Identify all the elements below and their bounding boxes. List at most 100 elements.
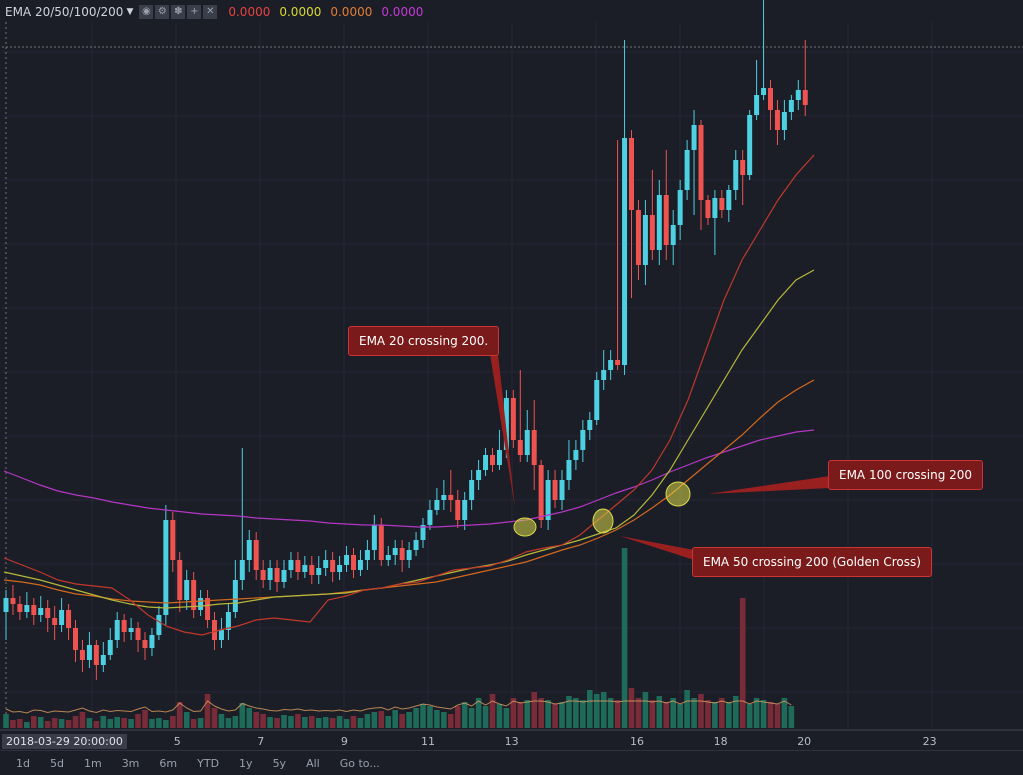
x-tick-label: 23: [923, 735, 937, 748]
period-1d[interactable]: 1d: [16, 756, 30, 770]
volume-bar: [635, 698, 642, 728]
candle-body: [31, 605, 37, 615]
volume-bar: [600, 692, 607, 728]
eye-icon[interactable]: ◉: [139, 5, 154, 19]
volume-bar: [517, 702, 524, 728]
volume-bar: [531, 692, 537, 728]
ema200-value: 0.0000: [381, 5, 424, 19]
candle-body: [441, 495, 447, 500]
period-all[interactable]: All: [306, 756, 320, 770]
volume-bar: [274, 718, 280, 728]
volume-bar: [309, 716, 315, 728]
candle-body: [149, 635, 155, 648]
volume-bar: [788, 706, 795, 728]
format-icon[interactable]: ✽: [171, 5, 186, 19]
chevron-down-icon[interactable]: ▼: [126, 7, 134, 17]
volume-bar: [107, 719, 114, 728]
period-3m[interactable]: 3m: [121, 756, 140, 770]
volume-bar: [357, 718, 364, 728]
callout-pointer: [620, 536, 694, 560]
period-1y[interactable]: 1y: [239, 756, 253, 770]
candle-body: [712, 198, 718, 218]
volume-bar: [170, 716, 176, 728]
volume-bar: [684, 690, 690, 728]
volume-bar: [3, 714, 9, 728]
volume-bar: [434, 710, 440, 728]
volume-bar: [538, 698, 544, 728]
candle-body: [107, 640, 113, 655]
crossing-highlight: [592, 508, 614, 534]
candle-body: [114, 620, 120, 640]
gear-icon[interactable]: ⚙: [155, 5, 170, 19]
candle-body: [385, 555, 391, 560]
volume-bar: [197, 718, 204, 728]
volume-bar: [399, 714, 405, 728]
volume-bar: [468, 708, 475, 728]
period-5d[interactable]: 5d: [49, 756, 64, 770]
candle-body: [781, 112, 787, 130]
volume-bar: [705, 700, 711, 728]
volume-bar: [17, 719, 23, 728]
candle-body: [232, 580, 238, 612]
candle-body: [351, 555, 356, 570]
candle-body: [691, 125, 697, 150]
volume-bar: [364, 714, 371, 728]
goto-date-button[interactable]: Go to...: [339, 756, 380, 770]
candle-body: [38, 608, 44, 615]
ema50-line: [3, 269, 815, 609]
period-ytd[interactable]: YTD: [197, 756, 220, 770]
volume-bar: [93, 721, 100, 728]
volume-bar: [774, 704, 781, 728]
candle-body: [10, 598, 16, 604]
volume-bar: [322, 717, 329, 728]
ema100-value: 0.0000: [330, 5, 373, 19]
volume-bar: [183, 712, 190, 728]
candle-body: [490, 455, 495, 465]
volume-bar: [44, 721, 51, 728]
candle-body: [726, 190, 732, 210]
candle-body: [476, 470, 482, 480]
ema200-line: [3, 429, 815, 528]
volume-bar: [628, 688, 635, 728]
candle-body: [559, 480, 565, 500]
candle-body: [371, 525, 377, 550]
candle-body: [184, 580, 190, 600]
period-5y[interactable]: 5y: [272, 756, 287, 770]
volume-ma-line: [5, 700, 792, 714]
candle-body: [198, 598, 204, 610]
volume-bar: [677, 704, 683, 728]
candle-body: [135, 628, 141, 640]
candle-body: [788, 100, 794, 112]
volume-bar: [427, 706, 433, 728]
volume-bar: [302, 717, 308, 728]
candle-body: [378, 525, 384, 560]
callout-pointer: [490, 354, 515, 508]
period-6m[interactable]: 6m: [159, 756, 178, 770]
period-1m[interactable]: 1m: [83, 756, 102, 770]
study-label[interactable]: EMA 20/50/100/200: [5, 5, 124, 19]
volume-bar: [79, 712, 86, 728]
volume-bar: [691, 698, 697, 728]
candle-body: [656, 195, 662, 250]
plus-icon[interactable]: +: [187, 5, 202, 19]
x-tick-label: 13: [505, 735, 519, 748]
candle-body: [587, 420, 593, 430]
close-icon[interactable]: ✕: [203, 5, 218, 19]
volume-bar: [663, 702, 670, 728]
volume-bar: [72, 716, 79, 728]
volume-bar: [378, 711, 385, 728]
callout-ema50-cross: EMA 50 crossing 200 (Golden Cross): [692, 547, 932, 577]
candle-body: [427, 510, 433, 525]
volume-bar: [454, 706, 461, 728]
price-chart[interactable]: 3579111316182023: [0, 0, 1023, 750]
candle-body: [663, 195, 669, 245]
candle-body: [218, 630, 224, 640]
candle-body: [566, 460, 572, 480]
candle-body: [774, 110, 780, 130]
candle-body: [552, 480, 558, 500]
candle-body: [642, 215, 648, 265]
candle-body: [177, 560, 183, 600]
candle-body: [747, 115, 753, 175]
volume-bar: [420, 704, 426, 728]
candle-body: [267, 568, 273, 580]
